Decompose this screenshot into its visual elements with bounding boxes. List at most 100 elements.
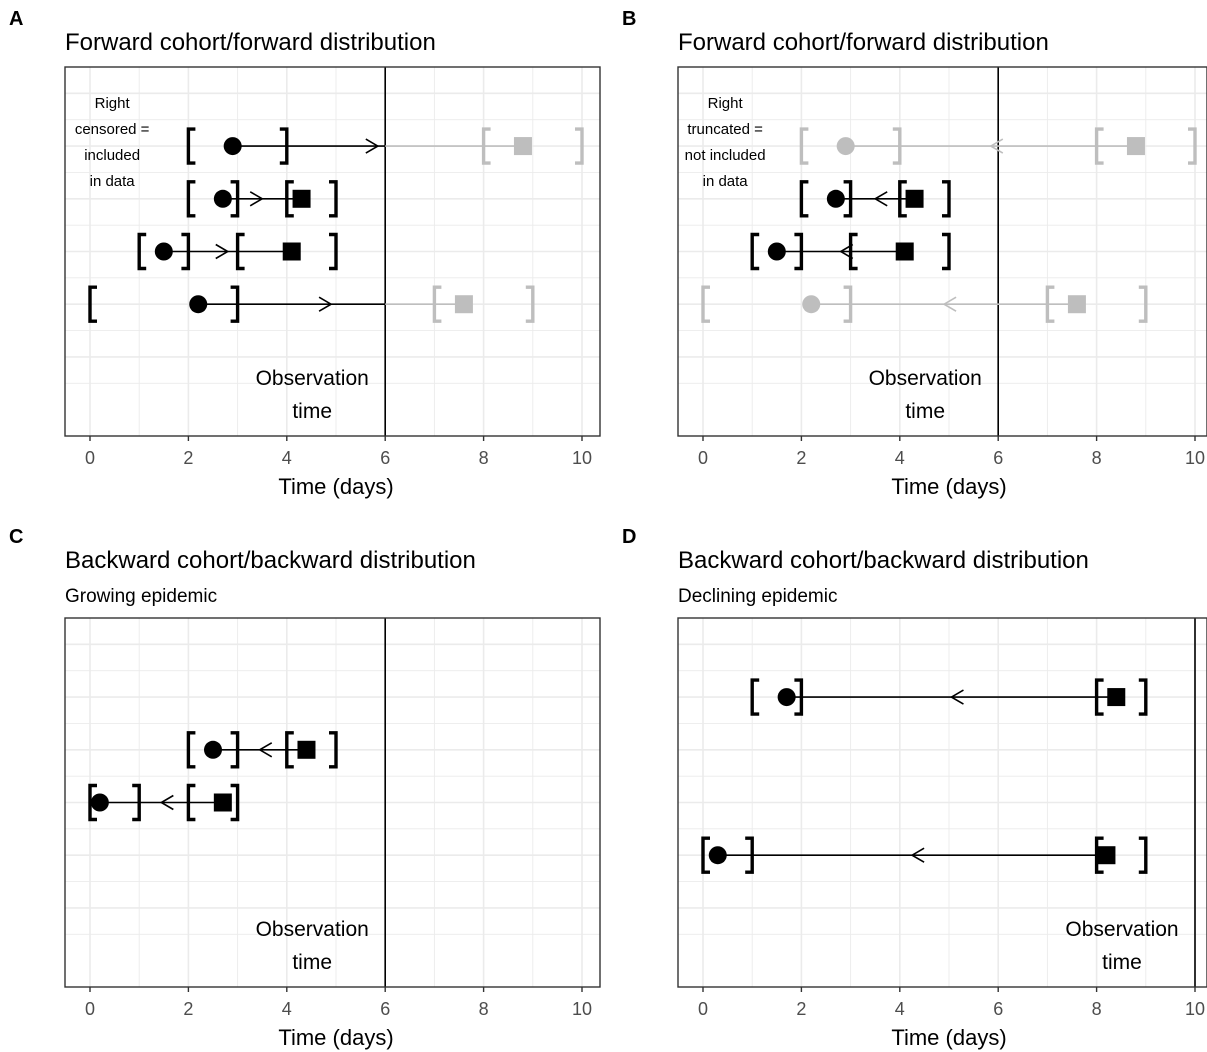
interval-row — [88, 285, 535, 323]
panel-subtitle: Declining epidemic — [678, 586, 837, 607]
plot-area: Observation time Right truncated = not inclu… — [678, 67, 1207, 436]
x-tick-label: 0 — [698, 999, 708, 1019]
annotation-line: Right — [95, 95, 131, 112]
observation-label-line: Observation — [869, 367, 982, 390]
onset-marker — [204, 740, 222, 759]
observation-label: Observation time — [256, 367, 369, 423]
bracket-open — [186, 783, 196, 822]
x-tick-label: 6 — [380, 448, 390, 468]
bracket-open — [701, 285, 710, 323]
arrow-head — [159, 794, 174, 811]
observation-label: Observation time — [869, 367, 982, 423]
onset-marker — [189, 295, 208, 314]
annotation: Right truncated = not included in data — [685, 95, 766, 190]
onset-marker — [154, 242, 173, 261]
outcome-marker — [513, 137, 532, 156]
interval-row — [799, 127, 1197, 165]
panel-a: A Forward cohort/forward distribution Obse… — [9, 8, 601, 499]
bracket-close — [132, 783, 141, 822]
x-axis-title: Time (days) — [278, 474, 393, 499]
panel-tag: D — [622, 526, 636, 548]
x-tick-label: 0 — [85, 448, 95, 468]
observation-label-line: time — [1102, 951, 1142, 974]
bracket-close — [525, 285, 535, 323]
bracket-close — [230, 731, 240, 769]
observation-label-line: time — [292, 400, 332, 423]
outcome-marker — [895, 242, 914, 261]
arrow-head — [873, 191, 888, 207]
outcome-marker — [1097, 846, 1116, 865]
onset-marker — [826, 189, 845, 208]
bracket-close — [329, 180, 338, 218]
x-tick-label: 6 — [380, 999, 390, 1019]
annotation: Right censored = included in data — [75, 95, 150, 190]
onset-marker — [777, 688, 796, 707]
x-tick-label: 8 — [479, 448, 489, 468]
observation-label: Observation time — [256, 918, 369, 974]
interval-row — [137, 232, 338, 271]
x-tick-label: 6 — [993, 999, 1003, 1019]
bracket-open — [701, 836, 710, 874]
observation-label-line: Observation — [256, 367, 369, 390]
outcome-marker — [1107, 688, 1126, 707]
bracket-open — [137, 232, 147, 271]
annotation-line: truncated = — [687, 121, 763, 138]
x-axis-title: Time (days) — [278, 1025, 393, 1050]
arrow-head — [942, 296, 957, 312]
bracket-open — [186, 731, 196, 769]
outcome-marker — [1067, 295, 1086, 314]
arrow-head — [215, 243, 230, 260]
bracket-close — [843, 285, 853, 323]
bracket-close — [230, 783, 240, 822]
panel-tag: C — [9, 526, 23, 548]
panel-subtitle: Growing epidemic — [65, 586, 217, 607]
x-tick-label: 4 — [895, 448, 905, 468]
outcome-marker — [1126, 137, 1145, 156]
x-tick-label: 4 — [282, 999, 292, 1019]
x-tick-label: 8 — [1092, 448, 1102, 468]
bracket-open — [799, 127, 809, 165]
interval-row — [701, 285, 1148, 323]
onset-marker — [213, 189, 232, 208]
x-axis-title: Time (days) — [891, 1025, 1006, 1050]
interval-row — [186, 180, 338, 218]
x-axis: 0 2 4 6 8 10 Time (days) — [85, 987, 592, 1050]
annotation-line: in data — [90, 173, 136, 190]
x-tick-label: 10 — [1185, 448, 1205, 468]
bracket-close — [745, 836, 754, 874]
x-axis-title: Time (days) — [891, 474, 1006, 499]
bracket-open — [88, 285, 97, 323]
onset-marker — [836, 137, 855, 156]
panel-border — [677, 66, 1207, 437]
x-tick-label: 2 — [183, 448, 193, 468]
arrow-head — [318, 296, 333, 312]
x-tick-label: 8 — [479, 999, 489, 1019]
bracket-close — [892, 127, 902, 165]
annotation-line: in data — [703, 173, 749, 190]
panel-border — [64, 66, 601, 437]
panel-tag: A — [9, 8, 23, 30]
panel-tag: B — [622, 8, 636, 30]
interval-row — [750, 232, 951, 271]
bracket-open — [235, 232, 245, 271]
bracket-open — [88, 783, 97, 822]
arrow-head — [249, 191, 264, 207]
bracket-close — [794, 678, 804, 716]
bracket-close — [1138, 285, 1148, 323]
x-tick-label: 0 — [85, 999, 95, 1019]
outcome-marker — [213, 793, 232, 812]
x-tick-label: 2 — [796, 448, 806, 468]
x-tick-label: 4 — [895, 999, 905, 1019]
panel-border — [64, 617, 601, 988]
bracket-close — [181, 232, 191, 271]
x-axis: 0 2 4 6 8 10 Time (days) — [698, 987, 1205, 1050]
x-axis: 0 2 4 6 8 10 Time (days) — [698, 436, 1205, 499]
bracket-close — [1138, 836, 1148, 874]
x-tick-label: 2 — [796, 999, 806, 1019]
onset-marker — [223, 137, 242, 156]
panel-title: Forward cohort/forward distribution — [678, 29, 1049, 56]
bracket-close — [843, 180, 853, 218]
plot-area: Observation time — [678, 618, 1207, 987]
arrow-head — [910, 847, 925, 863]
x-tick-label: 10 — [572, 448, 592, 468]
